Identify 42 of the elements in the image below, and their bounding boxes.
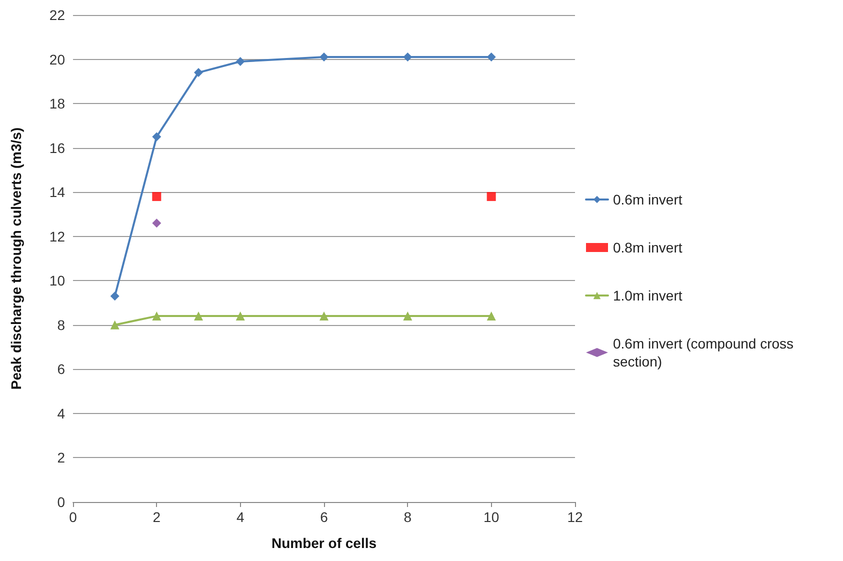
- y-tick-label: 0: [57, 494, 66, 510]
- y-tick-label: 4: [57, 405, 66, 422]
- y-tick-label: 2: [57, 450, 66, 466]
- x-tick-label: 6: [320, 509, 328, 525]
- point: [320, 312, 328, 321]
- point: [236, 312, 245, 321]
- x-tick-label: 8: [404, 509, 412, 525]
- x-tick-label: 0: [69, 509, 78, 525]
- point: [152, 312, 162, 321]
- point: [110, 320, 120, 330]
- x-tick-label: 2: [152, 509, 161, 525]
- y-tick-label: 22: [49, 7, 66, 23]
- x-axis-title: Number of cells: [271, 535, 377, 551]
- y-tick-label: 16: [49, 140, 66, 156]
- x-tick-label: 10: [484, 509, 500, 525]
- point: [194, 312, 203, 321]
- point: [236, 56, 245, 66]
- y-tick-label: 14: [49, 184, 66, 200]
- x-tick-label: 4: [236, 509, 244, 525]
- point: [486, 192, 496, 202]
- point: [486, 52, 496, 62]
- point: [152, 218, 162, 228]
- point: [152, 132, 162, 142]
- point: [194, 68, 203, 78]
- point: [320, 52, 328, 62]
- y-axis-title: Peak discharge through culverts (m3/s): [8, 127, 24, 390]
- legend-label: 0.8m invert: [613, 240, 682, 256]
- legend-label: 1.0m invert: [613, 288, 682, 304]
- legend-label: 0.6m invert (compound cross section): [613, 336, 798, 370]
- y-tick-label: 10: [49, 272, 66, 289]
- y-tick-label: 18: [49, 96, 66, 112]
- point: [110, 292, 120, 301]
- y-tick-label: 8: [57, 316, 66, 333]
- point: [403, 52, 412, 62]
- legend-label: 0.6m invert: [613, 192, 682, 208]
- point: [486, 312, 496, 321]
- point: [152, 192, 162, 202]
- y-tick-label: 6: [57, 361, 66, 378]
- point: [403, 312, 412, 321]
- y-tick-label: 20: [49, 51, 66, 68]
- y-tick-label: 12: [49, 228, 66, 244]
- x-tick-label: 12: [567, 509, 583, 525]
